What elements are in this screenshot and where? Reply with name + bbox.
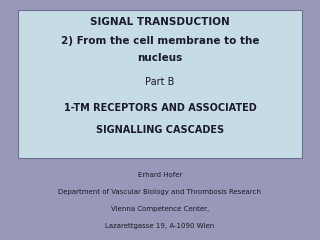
FancyBboxPatch shape <box>18 10 302 158</box>
Text: SIGNALLING CASCADES: SIGNALLING CASCADES <box>96 125 224 135</box>
Text: Part B: Part B <box>145 77 175 87</box>
Text: Vienna Competence Center,: Vienna Competence Center, <box>111 206 209 212</box>
Text: Lazarettgasse 19, A-1090 Wien: Lazarettgasse 19, A-1090 Wien <box>105 223 215 228</box>
Text: 1-TM RECEPTORS AND ASSOCIATED: 1-TM RECEPTORS AND ASSOCIATED <box>64 103 256 113</box>
Text: SIGNAL TRANSDUCTION: SIGNAL TRANSDUCTION <box>90 17 230 27</box>
Text: Department of Vascular Biology and Thrombosis Research: Department of Vascular Biology and Throm… <box>59 189 261 195</box>
Text: 2) From the cell membrane to the: 2) From the cell membrane to the <box>61 36 259 46</box>
Text: nucleus: nucleus <box>137 53 183 63</box>
Text: Erhard Hofer: Erhard Hofer <box>138 172 182 178</box>
